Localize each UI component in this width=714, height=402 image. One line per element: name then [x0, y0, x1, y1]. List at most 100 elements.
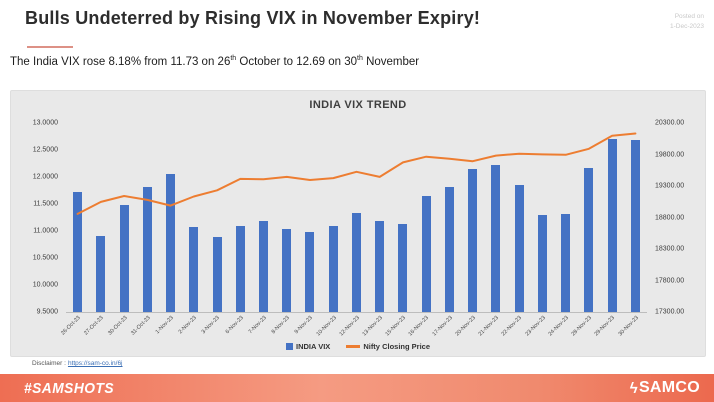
y-axis-right-tick: 18800.00	[655, 214, 685, 221]
chart-title: INDIA VIX TREND	[309, 99, 407, 111]
bar-slot	[136, 123, 159, 312]
bar-slot	[438, 123, 461, 312]
bar-slot	[89, 123, 112, 312]
samshots-hashtag: #SAMSHOTS	[24, 379, 115, 397]
legend-item-nifty: Nifty Closing Price	[346, 342, 430, 351]
title-underline	[27, 46, 73, 48]
vix-bar-21-Nov-23	[491, 164, 501, 312]
chart-panel: INDIA VIX TREND 13.0000 12.5000 12.0000 11.…	[10, 90, 706, 357]
subtitle-sup-2: th	[357, 55, 363, 62]
y-axis-left-tick: 10.5000	[32, 254, 58, 262]
vix-bar-26-Oct-23	[73, 191, 83, 312]
samco-logo-mark-icon: ϟ	[629, 379, 638, 397]
vix-bar-22-Nov-23	[514, 184, 524, 312]
bar-slot	[577, 123, 600, 312]
samco-logo-text: SAMCO	[638, 379, 700, 396]
bar-slot	[322, 123, 345, 312]
vix-bar-28-Nov-23	[584, 167, 594, 312]
footer-bar: #SAMSHOTS ϟ SAMCO	[0, 374, 714, 402]
x-slot: 30-Nov-23	[617, 312, 647, 346]
vix-bar-8-Nov-23	[282, 228, 292, 312]
disclaimer-link[interactable]: https://sam-co.in/6j	[67, 360, 123, 367]
bar-slot	[66, 123, 89, 312]
bar-slot	[624, 123, 647, 312]
subtitle-text-2: October to 12.69 on 30	[236, 55, 358, 68]
disclaimer: Disclaimer : https://sam-co.in/6j	[32, 360, 123, 367]
bar-slot	[205, 123, 228, 312]
y-axis-left-tick: 12.0000	[32, 173, 58, 181]
posted-on-line2: 1-Dec-2023	[670, 23, 704, 31]
vix-bar-23-Nov-23	[537, 214, 547, 312]
posted-on: Posted on 1-Dec-2023	[670, 12, 704, 33]
y-axis-left-tick: 11.0000	[33, 227, 58, 235]
bar-slot	[391, 123, 414, 312]
bar-slot	[415, 123, 438, 312]
nifty-line-chart	[66, 123, 647, 312]
vix-bar-27-Oct-23	[96, 235, 106, 312]
bar-slot	[252, 123, 275, 312]
y-axis-right-tick: 19800.00	[655, 151, 685, 158]
legend-label-nifty: Nifty Closing Price	[363, 342, 430, 351]
y-axis-right-tick: 17300.00	[655, 308, 685, 316]
legend-label-vix: INDIA VIX	[296, 342, 331, 351]
bar-slot	[554, 123, 577, 312]
legend-bar-swatch-icon	[286, 343, 293, 350]
bars-layer	[66, 123, 647, 312]
vix-bar-29-Nov-23	[607, 139, 617, 312]
subtitle-sup-1: th	[230, 55, 237, 62]
y-axis-left: 13.0000 12.5000 12.0000 11.5000 11.0000 10.50…	[11, 119, 63, 316]
y-axis-right-tick: 20300.00	[655, 119, 685, 127]
vix-bar-6-Nov-23	[235, 225, 245, 312]
x-axis-label: 26-Oct-23	[60, 315, 82, 337]
bar-slot	[484, 123, 507, 312]
bar-slot	[368, 123, 391, 312]
plot-area	[66, 123, 647, 313]
vix-bar-24-Nov-23	[561, 214, 571, 312]
y-axis-right-tick: 17800.00	[655, 277, 685, 284]
legend: INDIA VIX Nifty Closing Price	[11, 342, 705, 351]
y-axis-left-tick: 9.5000	[36, 308, 58, 316]
y-axis-left-tick: 11.5000	[33, 200, 58, 208]
subtitle-text-3: November	[362, 55, 420, 68]
x-axis: 26-Oct-23 27-Oct-23 30-Oct-23 31-Oct-23 1-No…	[60, 312, 647, 346]
bar-slot	[531, 123, 554, 312]
vix-bar-3-Nov-23	[212, 237, 222, 312]
vix-bar-9-Nov-23	[305, 232, 315, 312]
bar-slot	[507, 123, 530, 312]
vix-bar-10-Nov-23	[328, 225, 338, 312]
vix-bar-13-Nov-23	[375, 220, 385, 312]
y-axis-left-tick: 10.0000	[32, 281, 58, 289]
disclaimer-label: Disclaimer :	[32, 360, 66, 367]
nifty-line	[78, 134, 636, 214]
vix-bar-20-Nov-23	[468, 169, 478, 312]
bar-slot	[298, 123, 321, 312]
vix-bar-7-Nov-23	[258, 220, 268, 312]
subtitle-text-1: The India VIX rose 8.18% from 11.73 on 2…	[10, 55, 231, 68]
bar-slot	[275, 123, 298, 312]
bar-slot	[159, 123, 182, 312]
vix-bar-31-Oct-23	[142, 186, 152, 312]
vix-bar-16-Nov-23	[421, 196, 431, 312]
bar-slot	[229, 123, 252, 312]
vix-bar-17-Nov-23	[444, 186, 454, 312]
vix-bar-30-Nov-23	[630, 139, 640, 312]
bar-slot	[600, 123, 623, 312]
vix-bar-15-Nov-23	[398, 223, 408, 312]
y-axis-left-tick: 13.0000	[32, 119, 58, 127]
vix-bar-1-Nov-23	[166, 174, 176, 312]
bar-slot	[461, 123, 484, 312]
bar-slot	[182, 123, 205, 312]
bar-slot	[112, 123, 135, 312]
vix-bar-12-Nov-23	[351, 212, 361, 312]
posted-on-line1: Posted on	[674, 13, 704, 20]
y-axis-right: 20300.00 19800.00 19300.00 18800.00 18300.00…	[649, 119, 705, 316]
vix-bar-2-Nov-23	[189, 227, 199, 312]
subtitle: The India VIX rose 8.18% from 11.73 on 2…	[10, 55, 419, 68]
samco-logo: ϟ SAMCO	[630, 379, 700, 397]
y-axis-left-tick: 12.5000	[32, 146, 58, 154]
vix-bar-30-Oct-23	[119, 205, 129, 312]
y-axis-right-tick: 18300.00	[655, 245, 685, 253]
bar-slot	[345, 123, 368, 312]
y-axis-right-tick: 19300.00	[655, 182, 685, 190]
